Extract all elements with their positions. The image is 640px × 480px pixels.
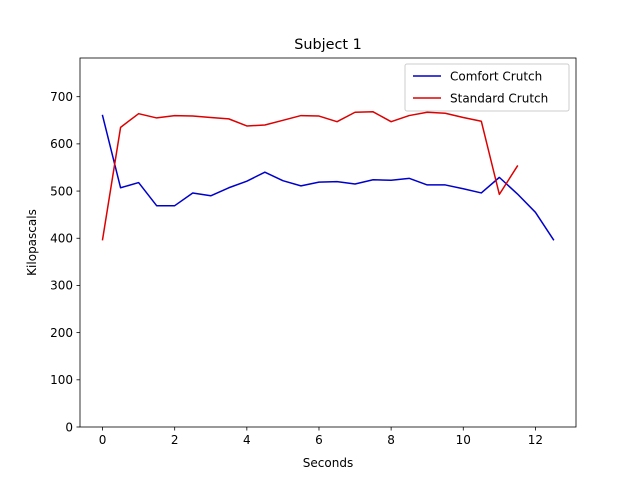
x-axis: 0 2 4 6 8 10 12 — [99, 427, 543, 447]
legend-label: Comfort Crutch — [450, 69, 542, 83]
x-tick-label: 6 — [315, 433, 323, 447]
y-axis: 0 100 200 300 400 500 600 700 — [50, 90, 80, 434]
series-layer — [101, 111, 555, 241]
x-tick-label: 12 — [528, 433, 543, 447]
y-tick-label: 100 — [50, 373, 73, 387]
legend: Comfort Crutch Standard Crutch — [404, 63, 570, 112]
x-tick-label: 8 — [387, 433, 395, 447]
legend-box — [404, 63, 570, 112]
x-tick-label: 2 — [171, 433, 179, 447]
x-axis-title: Seconds — [303, 456, 353, 470]
y-tick-label: 0 — [65, 420, 73, 434]
chart-title: Subject 1 — [294, 37, 362, 53]
y-tick-label: 500 — [50, 184, 73, 198]
x-tick-label: 4 — [243, 433, 251, 447]
series-line-comfort-crutch — [101, 114, 555, 241]
plot-frame — [79, 57, 577, 428]
y-tick-label: 600 — [50, 137, 73, 151]
y-axis-title: Kilopascals — [25, 209, 39, 276]
legend-label: Standard Crutch — [450, 91, 548, 105]
x-tick-label: 10 — [456, 433, 471, 447]
series-line-standard-crutch — [101, 111, 519, 241]
y-tick-label: 400 — [50, 232, 73, 246]
y-tick-label: 200 — [50, 326, 73, 340]
y-tick-label: 300 — [50, 279, 73, 293]
y-tick-label: 700 — [50, 90, 73, 104]
x-tick-label: 0 — [99, 433, 107, 447]
